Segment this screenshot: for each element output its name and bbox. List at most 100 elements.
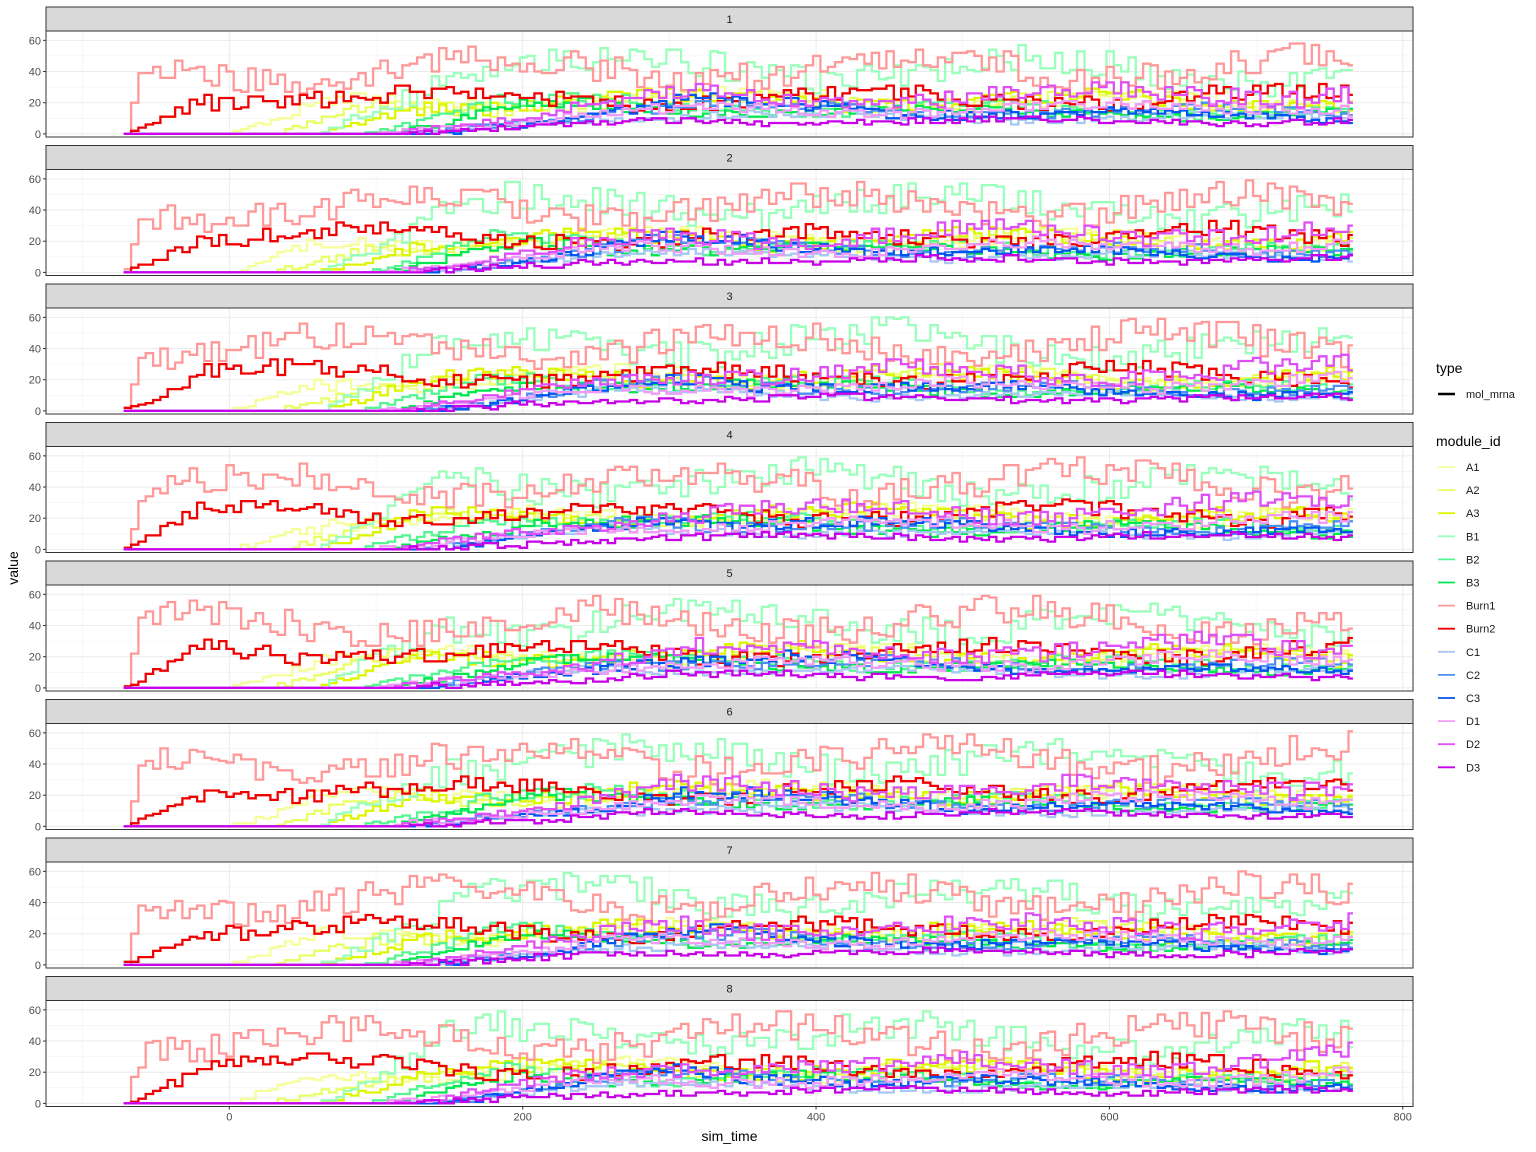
y-tick-label: 60: [29, 1005, 41, 1017]
y-tick-label: 40: [29, 205, 41, 217]
y-tick-label: 40: [29, 1036, 41, 1048]
y-tick-label: 0: [35, 129, 41, 141]
series-line-C3: [123, 923, 1353, 967]
facet-panel-1: 1 0 20 40 60: [29, 6, 1414, 141]
legend-label-Burn2: Burn2: [1466, 624, 1495, 636]
panel-border: [45, 169, 1414, 276]
x-tick-label: 0: [226, 1112, 232, 1124]
facet-strip-label: 3: [726, 291, 732, 303]
series-line-D3: [123, 946, 1353, 967]
y-tick-label: 60: [29, 312, 41, 324]
legend-label-A1: A1: [1466, 462, 1479, 474]
x-tick-label: 600: [1100, 1112, 1118, 1124]
facet-strip-label: 2: [726, 153, 732, 165]
series-line-C1: [123, 109, 1353, 136]
y-tick-label: 0: [35, 1098, 41, 1110]
series-line-D3: [123, 531, 1353, 551]
y-tick-label: 40: [29, 67, 41, 79]
x-tick-label: 400: [807, 1112, 825, 1124]
panel-border: [45, 30, 1414, 138]
y-tick-label: 60: [29, 35, 41, 47]
series-line-D1: [123, 370, 1353, 413]
x-axis-title: sim_time: [701, 1128, 757, 1144]
y-tick-label: 60: [29, 174, 41, 186]
series-line-B1: [123, 733, 1353, 828]
legend-label-B1: B1: [1466, 531, 1479, 543]
y-tick-label: 60: [29, 589, 41, 601]
y-tick-label: 0: [35, 406, 41, 418]
y-tick-label: 40: [29, 482, 41, 494]
series-line-D2: [123, 773, 1353, 828]
series-line-Burn1: [123, 317, 1353, 413]
facet-strip: [45, 560, 1414, 586]
series-line-Burn2: [123, 498, 1353, 549]
legend-label-D1: D1: [1466, 716, 1480, 728]
facet-strip: [45, 145, 1414, 170]
legend-label-Burn1: Burn1: [1466, 601, 1495, 613]
y-tick-label: 20: [29, 1067, 41, 1079]
series-line-D1: [123, 235, 1353, 274]
facet-strip: [45, 422, 1414, 447]
panel-border: [45, 584, 1414, 692]
legend-type: type mol_mrna: [1436, 360, 1516, 401]
legend-label-C1: C1: [1466, 647, 1480, 659]
y-tick-label: 20: [29, 513, 41, 525]
x-tick-label: 800: [1394, 1112, 1412, 1124]
panel-border: [45, 446, 1414, 553]
series-line-D3: [123, 115, 1353, 136]
series-line-Burn1: [123, 456, 1353, 551]
series-line-Burn1: [123, 1010, 1353, 1105]
series-line-C3: [123, 373, 1353, 413]
series-line-A3: [123, 501, 1353, 551]
series-line-D2: [123, 630, 1353, 690]
legend-label-D3: D3: [1466, 762, 1480, 774]
y-tick-label: 20: [29, 652, 41, 664]
legend-label-D2: D2: [1466, 739, 1480, 751]
facet-panel-3: 3 0 20 40 60: [29, 283, 1414, 418]
facet-strip: [45, 6, 1414, 32]
series-line-Burn2: [123, 219, 1353, 274]
x-tick-label: 200: [514, 1112, 532, 1124]
facet-strip: [45, 976, 1414, 1001]
series-line-D3: [123, 669, 1353, 690]
facet-strip: [45, 283, 1414, 309]
y-tick-label: 60: [29, 866, 41, 878]
y-tick-label: 20: [29, 98, 41, 110]
y-tick-label: 0: [35, 683, 41, 695]
y-tick-label: 20: [29, 375, 41, 387]
series-line-A2: [123, 1057, 1353, 1105]
legend-type-title: type: [1436, 360, 1463, 376]
series-line-B1: [123, 1010, 1353, 1105]
panel-border: [45, 861, 1414, 969]
series-line-D2: [123, 81, 1353, 136]
series-line-D3: [123, 1085, 1353, 1105]
series-line-D1: [123, 1066, 1353, 1105]
legend-label-B3: B3: [1466, 578, 1479, 590]
legend-label: mol_mrna: [1466, 389, 1516, 401]
y-tick-label: 40: [29, 898, 41, 910]
legend-module-title: module_id: [1436, 433, 1501, 449]
panel-border: [45, 307, 1414, 415]
y-tick-label: 60: [29, 451, 41, 463]
legend-label-A2: A2: [1466, 485, 1479, 497]
series-line-Burn1: [123, 179, 1353, 271]
panel-border: [45, 1000, 1414, 1107]
y-tick-label: 0: [35, 544, 41, 556]
facet-strip-label: 5: [726, 568, 732, 580]
legend-module: module_id A1 A2 A3 B1 B2 B3 Burn1 Burn2 C1 C2 C3 D1 D…: [1436, 433, 1501, 774]
facet-strip-label: 1: [726, 14, 732, 26]
series-line-Burn1: [123, 42, 1353, 136]
series-line-D2: [123, 353, 1353, 413]
series-line-D2: [123, 1041, 1353, 1105]
series-line-Burn1: [123, 870, 1353, 967]
y-tick-label: 20: [29, 236, 41, 248]
y-tick-label: 20: [29, 790, 41, 802]
series-line-D3: [123, 808, 1353, 828]
facet-strip: [45, 837, 1414, 863]
facet-strip-label: 6: [726, 707, 732, 719]
